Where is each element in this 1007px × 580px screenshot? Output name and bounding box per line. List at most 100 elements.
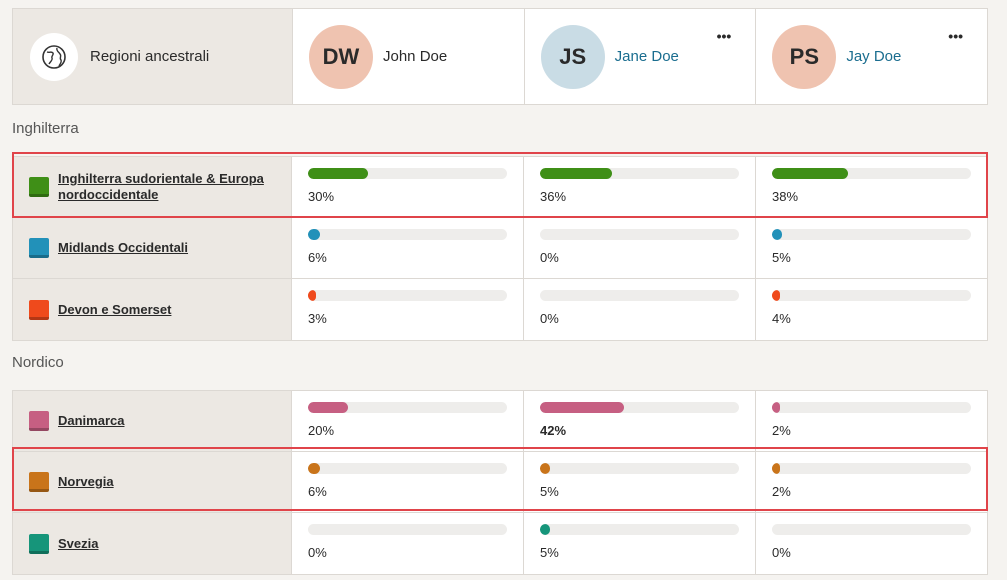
percentage-cell: 0% — [524, 218, 756, 278]
region-row: Inghilterra sudorientale & Europa nordoc… — [13, 157, 987, 218]
region-cell: Danimarca — [13, 391, 292, 451]
percentage-cell: 36% — [524, 157, 756, 217]
progress-fill — [540, 168, 612, 179]
avatar: DW — [309, 24, 373, 89]
progress-bar — [540, 402, 739, 413]
percentage-value: 3% — [308, 311, 327, 326]
progress-bar — [308, 402, 507, 413]
region-row: Svezia 0% 5% 0% — [13, 513, 987, 574]
percentage-value: 30% — [308, 189, 335, 204]
avatar: JS — [540, 24, 605, 89]
progress-fill — [772, 402, 780, 413]
progress-fill — [308, 290, 316, 301]
percentage-cell: 0% — [756, 513, 987, 574]
percentage-value: 4% — [772, 311, 791, 326]
progress-bar — [308, 524, 507, 535]
region-group: Danimarca 20% 42% 2% Norvegia 6% 5% 2% Svezia 0% 5… — [12, 390, 988, 575]
percentage-value: 5% — [772, 250, 791, 265]
more-options-icon[interactable]: ••• — [716, 28, 732, 44]
percentage-cell: 2% — [756, 391, 987, 451]
progress-bar — [772, 229, 971, 240]
progress-bar — [540, 463, 739, 474]
person-name[interactable]: Jay Doe — [846, 48, 902, 65]
section-title: Nordico — [12, 354, 64, 371]
progress-bar — [772, 402, 971, 413]
progress-fill — [308, 229, 320, 240]
region-row: Midlands Occidentali 6% 0% 5% — [13, 218, 987, 279]
region-group: Inghilterra sudorientale & Europa nordoc… — [12, 156, 988, 341]
region-color-swatch — [29, 238, 49, 258]
progress-bar — [772, 290, 971, 301]
percentage-cell: 38% — [756, 157, 987, 217]
region-link[interactable]: Norvegia — [58, 474, 114, 489]
region-cell: Midlands Occidentali — [13, 218, 292, 278]
percentage-value: 2% — [772, 484, 791, 499]
progress-bar — [772, 168, 971, 179]
progress-fill — [772, 229, 782, 240]
progress-fill — [308, 402, 348, 413]
percentage-value: 42% — [540, 423, 567, 438]
percentage-value: 36% — [540, 189, 567, 204]
percentage-cell: 0% — [292, 513, 524, 574]
progress-fill — [772, 463, 780, 474]
progress-bar — [540, 290, 739, 301]
percentage-value: 0% — [772, 545, 791, 560]
region-cell: Norvegia — [13, 452, 292, 512]
progress-bar — [308, 290, 507, 301]
progress-fill — [772, 290, 780, 301]
person-column-header: DW John Doe — [293, 9, 525, 104]
region-link[interactable]: Inghilterra sudorientale & Europa nordoc… — [58, 171, 264, 202]
percentage-value: 2% — [772, 423, 791, 438]
progress-fill — [540, 402, 624, 413]
percentage-cell: 6% — [292, 218, 524, 278]
region-color-swatch — [29, 411, 49, 431]
progress-fill — [308, 463, 320, 474]
section-title: Inghilterra — [12, 120, 79, 137]
region-link[interactable]: Danimarca — [58, 413, 125, 428]
percentage-value: 0% — [540, 250, 559, 265]
region-link[interactable]: Devon e Somerset — [58, 301, 172, 317]
region-row: Danimarca 20% 42% 2% — [13, 391, 987, 452]
progress-fill — [540, 463, 550, 474]
region-color-swatch — [29, 533, 49, 554]
percentage-cell: 20% — [292, 391, 524, 451]
percentage-cell: 3% — [292, 279, 524, 340]
person-name[interactable]: Jane Doe — [614, 48, 679, 65]
percentage-cell: 30% — [292, 157, 524, 217]
region-row: Devon e Somerset 3% 0% 4% — [13, 279, 987, 340]
progress-bar — [308, 463, 507, 474]
region-color-swatch — [29, 177, 49, 197]
more-options-icon[interactable]: ••• — [948, 28, 964, 44]
region-row: Norvegia 6% 5% 2% — [13, 452, 987, 513]
region-color-swatch — [29, 299, 49, 320]
percentage-cell: 0% — [524, 279, 756, 340]
percentage-value: 0% — [540, 311, 559, 326]
person-column-header: PS Jay Doe ••• — [756, 9, 987, 104]
progress-bar — [772, 463, 971, 474]
avatar: PS — [772, 24, 837, 89]
region-cell: Svezia — [13, 513, 292, 574]
comparison-header: Regioni ancestrali DW John Doe JS Jane Doe •… — [12, 8, 988, 105]
percentage-value: 6% — [308, 250, 327, 265]
progress-bar — [772, 524, 971, 535]
percentage-value: 6% — [308, 484, 327, 499]
percentage-cell: 5% — [524, 452, 756, 512]
regions-header-cell: Regioni ancestrali — [13, 9, 293, 104]
progress-fill — [308, 168, 368, 179]
percentage-value: 0% — [308, 545, 327, 560]
progress-bar — [540, 524, 739, 535]
progress-bar — [540, 229, 739, 240]
percentage-cell: 6% — [292, 452, 524, 512]
progress-bar — [540, 168, 739, 179]
progress-fill — [772, 168, 848, 179]
region-link[interactable]: Midlands Occidentali — [58, 240, 189, 255]
progress-bar — [308, 168, 507, 179]
percentage-cell: 4% — [756, 279, 987, 340]
region-cell: Devon e Somerset — [13, 279, 292, 340]
progress-fill — [540, 524, 550, 535]
percentage-cell: 42% — [524, 391, 756, 451]
region-cell: Inghilterra sudorientale & Europa nordoc… — [13, 157, 292, 217]
region-link[interactable]: Svezia — [58, 535, 99, 551]
percentage-cell: 2% — [756, 452, 987, 512]
percentage-value: 20% — [308, 423, 335, 438]
